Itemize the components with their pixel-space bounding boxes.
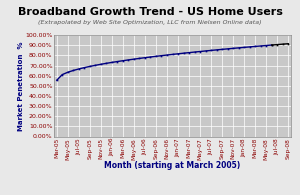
X-axis label: Month (starting at March 2005): Month (starting at March 2005) (104, 161, 241, 170)
Y-axis label: Market Penetration  %: Market Penetration % (18, 41, 24, 130)
Text: (Extrapolated by Web Site Optimization, LLC from Nielsen Online data): (Extrapolated by Web Site Optimization, … (38, 20, 262, 26)
Text: Broadband Growth Trend - US Home Users: Broadband Growth Trend - US Home Users (18, 7, 282, 17)
